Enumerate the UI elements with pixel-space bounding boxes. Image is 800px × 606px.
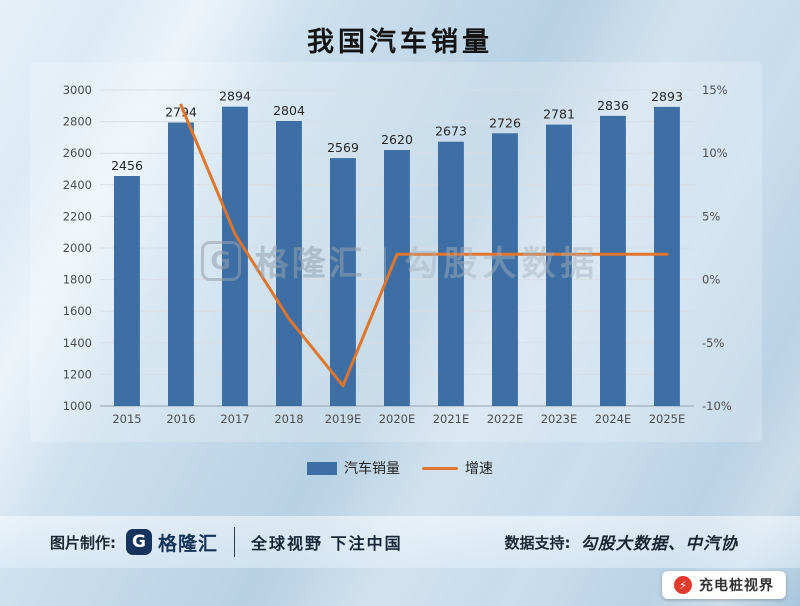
bar-swatch-icon xyxy=(307,461,337,475)
svg-text:1800: 1800 xyxy=(63,273,92,287)
chart-legend: 汽车销量 增速 xyxy=(0,458,800,478)
svg-text:2894: 2894 xyxy=(219,89,251,104)
footer-slogan: 全球视野 下注中国 xyxy=(251,534,403,553)
footer-credit-label: 图片制作: xyxy=(50,533,116,552)
svg-text:-5%: -5% xyxy=(702,336,724,350)
legend-item-growth: 增速 xyxy=(422,458,493,478)
svg-text:2400: 2400 xyxy=(63,178,92,192)
svg-text:5%: 5% xyxy=(702,209,720,223)
svg-text:1600: 1600 xyxy=(63,304,92,318)
gelonghui-logo: G 格隆汇 xyxy=(126,529,218,556)
svg-text:2022E: 2022E xyxy=(487,412,524,426)
svg-text:1000: 1000 xyxy=(63,399,92,413)
brand-badge: ⚡ 充电桩视界 xyxy=(662,571,786,599)
svg-text:2024E: 2024E xyxy=(595,412,632,426)
brand-badge-text: 充电桩视界 xyxy=(699,578,774,594)
footer-right: 数据支持: 勾股大数据、中汽协 xyxy=(505,530,739,554)
svg-text:2021E: 2021E xyxy=(433,412,470,426)
svg-text:2017: 2017 xyxy=(220,412,249,426)
gelonghui-logo-icon: G xyxy=(126,529,152,555)
legend-label-sales: 汽车销量 xyxy=(344,461,400,477)
svg-text:1400: 1400 xyxy=(63,336,92,350)
svg-text:3000: 3000 xyxy=(63,83,92,97)
svg-text:2025E: 2025E xyxy=(649,412,686,426)
svg-text:2726: 2726 xyxy=(489,115,521,130)
charging-pile-icon: ⚡ xyxy=(674,576,692,594)
svg-text:2893: 2893 xyxy=(651,89,683,104)
footer-divider xyxy=(234,527,236,557)
page-title: 我国汽车销量 xyxy=(307,27,493,58)
svg-text:2020E: 2020E xyxy=(379,412,416,426)
svg-text:2836: 2836 xyxy=(597,98,629,113)
legend-label-growth: 增速 xyxy=(465,461,493,477)
svg-text:2456: 2456 xyxy=(111,158,143,173)
footer-left: 图片制作: G 格隆汇 全球视野 下注中国 xyxy=(50,527,403,557)
auto-sales-chart: 1000 1200 1400 1600 1800 2000 2200 2400 2600 2800… xyxy=(63,83,732,426)
svg-text:2200: 2200 xyxy=(63,209,92,223)
svg-text:10%: 10% xyxy=(702,146,728,160)
svg-text:15%: 15% xyxy=(702,83,728,97)
svg-text:2023E: 2023E xyxy=(541,412,578,426)
svg-text:2000: 2000 xyxy=(63,241,92,255)
svg-text:2018: 2018 xyxy=(274,412,303,426)
svg-text:2800: 2800 xyxy=(63,115,92,129)
svg-text:-10%: -10% xyxy=(702,399,732,413)
svg-text:1200: 1200 xyxy=(63,367,92,381)
svg-text:2673: 2673 xyxy=(435,124,467,139)
svg-text:2600: 2600 xyxy=(63,146,92,160)
data-support-sources: 勾股大数据、中汽协 xyxy=(580,534,738,553)
data-support-label: 数据支持: xyxy=(504,533,571,552)
svg-text:2016: 2016 xyxy=(166,412,195,426)
svg-text:2794: 2794 xyxy=(165,105,197,120)
svg-text:0%: 0% xyxy=(702,273,720,287)
svg-text:2015: 2015 xyxy=(112,412,141,426)
footer-bar: 图片制作: G 格隆汇 全球视野 下注中国 数据支持: 勾股大数据、中汽协 xyxy=(0,516,800,568)
svg-text:2804: 2804 xyxy=(273,103,305,118)
legend-item-sales: 汽车销量 xyxy=(307,458,400,478)
svg-text:2620: 2620 xyxy=(381,132,413,147)
line-swatch-icon xyxy=(422,466,458,470)
svg-text:2019E: 2019E xyxy=(325,412,362,426)
gelonghui-logo-text: 格隆汇 xyxy=(158,532,219,555)
svg-text:2781: 2781 xyxy=(543,107,575,122)
svg-text:2569: 2569 xyxy=(327,140,359,155)
